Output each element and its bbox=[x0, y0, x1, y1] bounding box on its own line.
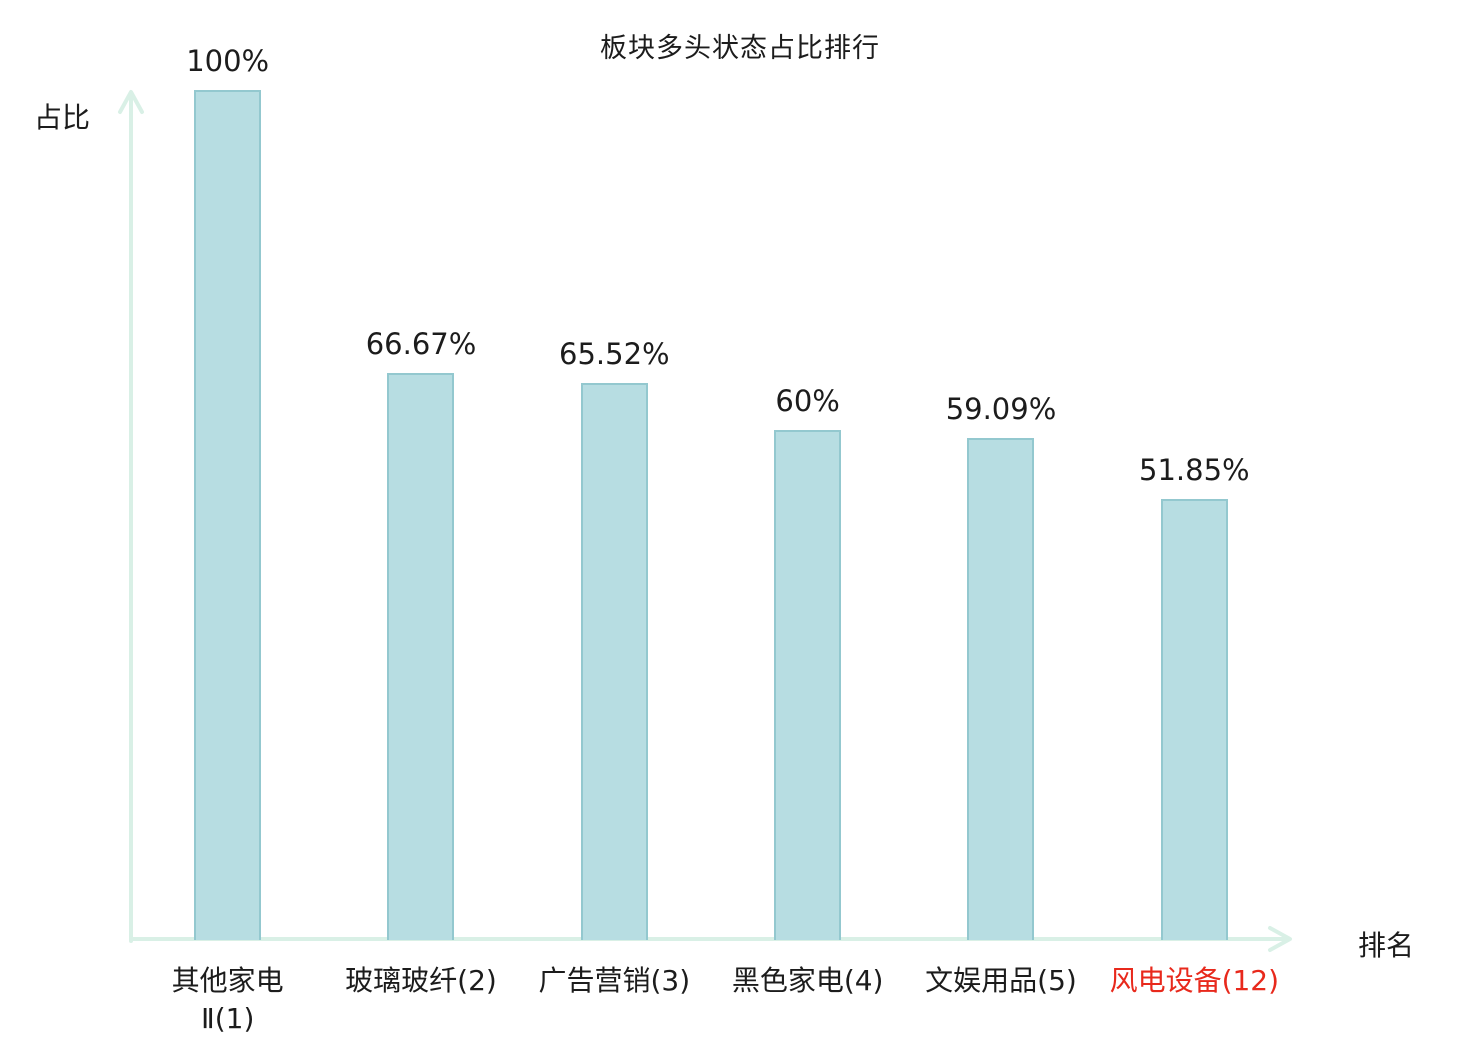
bar bbox=[580, 383, 648, 940]
x-axis-label: 排名 bbox=[1358, 929, 1415, 962]
category-label: 黑色家电(4) bbox=[731, 964, 884, 997]
bar bbox=[967, 437, 1035, 940]
bar-value-label: 65.52% bbox=[559, 337, 670, 372]
bar bbox=[194, 90, 262, 940]
bar bbox=[1160, 499, 1228, 940]
bar-group: 60% 黑色家电(4) bbox=[711, 90, 904, 997]
category-label: 玻璃玻纤(2) bbox=[345, 964, 497, 997]
category-label: 其他家电 Ⅱ(1) bbox=[171, 964, 284, 1035]
bar-group: 59.09% 文娱用品(5) bbox=[904, 90, 1097, 997]
category-label: 风电设备(12) bbox=[1109, 964, 1280, 997]
bar bbox=[387, 373, 455, 940]
plot-area: 100% 其他家电 Ⅱ(1) 66.67% 玻璃玻纤(2) 65.52% 广告营销(3) 6… bbox=[131, 44, 1291, 1035]
bar-group: 66.67% 玻璃玻纤(2) bbox=[324, 90, 517, 997]
bar-value-label: 60% bbox=[775, 384, 840, 418]
category-label: 广告营销(3) bbox=[538, 964, 691, 997]
category-label: 文娱用品(5) bbox=[925, 964, 1077, 997]
bar-group: 100% 其他家电 Ⅱ(1) bbox=[131, 44, 324, 1035]
bar-value-label: 66.67% bbox=[365, 327, 477, 362]
bar-value-label: 51.85% bbox=[1139, 453, 1250, 488]
bar-value-label: 59.09% bbox=[945, 391, 1057, 426]
bar bbox=[774, 430, 842, 940]
bar-group: 65.52% 广告营销(3) bbox=[518, 90, 711, 997]
bar-group: 51.85% 风电设备(12) bbox=[1098, 90, 1291, 997]
chart-title: 板块多头状态占比排行 bbox=[600, 33, 880, 64]
bar-value-label: 100% bbox=[186, 44, 270, 78]
y-axis-label: 占比 bbox=[34, 101, 91, 134]
